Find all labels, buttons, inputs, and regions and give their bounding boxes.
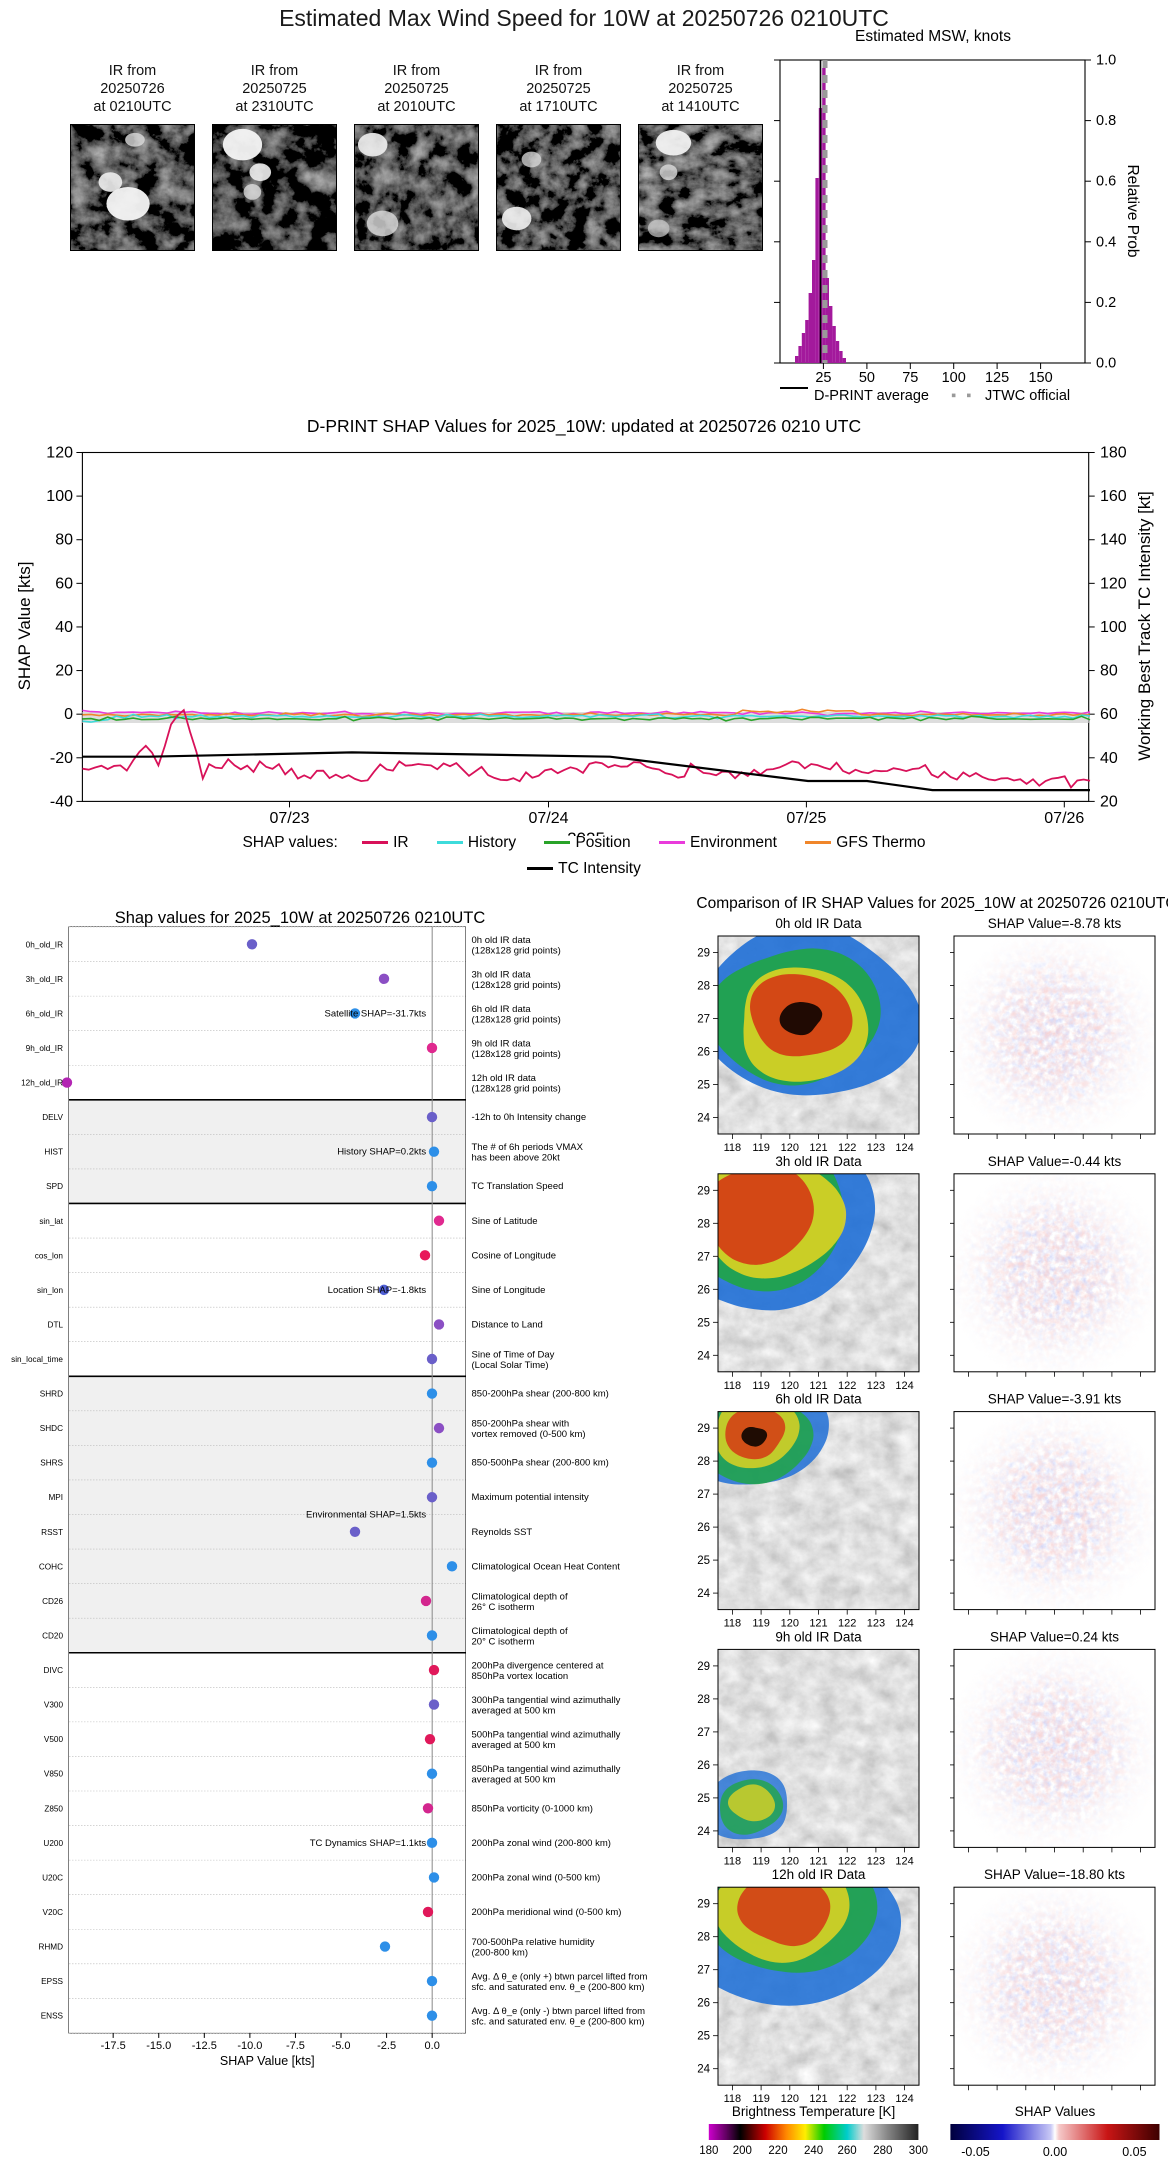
svg-text:180: 180	[699, 2145, 718, 2157]
svg-text:0.8: 0.8	[1096, 113, 1116, 129]
svg-text:24: 24	[697, 2064, 710, 2076]
svg-text:27: 27	[697, 1489, 710, 1501]
svg-text:118: 118	[724, 1855, 742, 1867]
svg-text:SHAP Value=-3.91 kts: SHAP Value=-3.91 kts	[988, 1392, 1122, 1407]
svg-text:28: 28	[697, 1456, 710, 1468]
svg-text:121: 121	[809, 1142, 827, 1154]
svg-text:280: 280	[873, 2145, 892, 2157]
svg-text:121: 121	[809, 1380, 827, 1392]
svg-text:SHAP Value=-0.44 kts: SHAP Value=-0.44 kts	[988, 1154, 1122, 1169]
svg-text:118: 118	[724, 1142, 742, 1154]
svg-text:27: 27	[697, 1965, 710, 1977]
svg-text:Relative Prob: Relative Prob	[1124, 164, 1141, 257]
svg-text:24: 24	[697, 1826, 710, 1838]
svg-text:26: 26	[697, 1284, 710, 1296]
svg-text:3h old IR Data: 3h old IR Data	[775, 1154, 862, 1169]
svg-text:120: 120	[781, 1618, 799, 1630]
svg-text:25: 25	[697, 1080, 710, 1092]
svg-text:26: 26	[697, 1522, 710, 1534]
svg-text:124: 124	[895, 1142, 913, 1154]
svg-text:122: 122	[838, 1142, 856, 1154]
svg-text:119: 119	[752, 1855, 770, 1867]
svg-text:120: 120	[781, 1380, 799, 1392]
svg-text:26: 26	[697, 1998, 710, 2010]
svg-text:Comparison of IR SHAP Values f: Comparison of IR SHAP Values for 2025_10…	[696, 895, 1168, 912]
svg-text:-0.05: -0.05	[961, 2145, 990, 2158]
svg-text:25: 25	[815, 370, 831, 386]
svg-text:124: 124	[895, 1380, 913, 1392]
svg-text:29: 29	[697, 1185, 710, 1197]
svg-text:24: 24	[697, 1588, 710, 1600]
svg-text:0h old IR Data: 0h old IR Data	[775, 916, 862, 931]
svg-text:123: 123	[867, 1142, 885, 1154]
svg-text:118: 118	[724, 1618, 742, 1630]
svg-text:24: 24	[697, 1350, 710, 1362]
svg-text:220: 220	[768, 2145, 787, 2157]
svg-text:1.0: 1.0	[1096, 53, 1116, 69]
svg-text:25: 25	[697, 1793, 710, 1805]
svg-text:119: 119	[752, 1380, 770, 1392]
svg-text:124: 124	[895, 1618, 913, 1630]
svg-text:0.00: 0.00	[1043, 2145, 1067, 2158]
svg-text:24: 24	[697, 1113, 710, 1125]
svg-text:200: 200	[733, 2145, 752, 2157]
svg-text:26: 26	[697, 1760, 710, 1772]
svg-text:29: 29	[697, 1661, 710, 1673]
svg-text:25: 25	[697, 1555, 710, 1567]
svg-text:124: 124	[895, 1855, 913, 1867]
svg-text:121: 121	[809, 1855, 827, 1867]
svg-text:28: 28	[697, 1932, 710, 1944]
svg-text:9h old IR Data: 9h old IR Data	[775, 1629, 862, 1644]
svg-text:27: 27	[697, 1014, 710, 1026]
svg-text:0.4: 0.4	[1096, 234, 1116, 250]
svg-text:Brightness Temperature [K]: Brightness Temperature [K]	[732, 2104, 895, 2119]
svg-text:123: 123	[867, 1855, 885, 1867]
svg-text:25: 25	[697, 1317, 710, 1329]
svg-text:118: 118	[724, 1380, 742, 1392]
svg-text:122: 122	[838, 1618, 856, 1630]
svg-text:122: 122	[838, 1380, 856, 1392]
svg-text:120: 120	[781, 1142, 799, 1154]
svg-text:50: 50	[859, 370, 875, 386]
svg-text:121: 121	[809, 1618, 827, 1630]
svg-text:29: 29	[697, 948, 710, 960]
svg-text:240: 240	[804, 2145, 823, 2157]
svg-text:SHAP Value=-18.80 kts: SHAP Value=-18.80 kts	[984, 1867, 1125, 1882]
svg-text:300: 300	[909, 2145, 928, 2157]
svg-text:28: 28	[697, 1694, 710, 1706]
svg-text:SHAP Value=-8.78 kts: SHAP Value=-8.78 kts	[988, 916, 1122, 931]
svg-text:122: 122	[838, 1855, 856, 1867]
svg-text:27: 27	[697, 1727, 710, 1739]
svg-text:25: 25	[697, 2031, 710, 2043]
svg-text:28: 28	[697, 981, 710, 993]
svg-text:100: 100	[942, 370, 966, 386]
svg-text:0.6: 0.6	[1096, 174, 1116, 190]
svg-text:28: 28	[697, 1218, 710, 1230]
svg-text:119: 119	[752, 1618, 770, 1630]
svg-text:0.05: 0.05	[1122, 2145, 1146, 2158]
svg-text:SHAP Value=0.24 kts: SHAP Value=0.24 kts	[990, 1629, 1119, 1644]
svg-text:124: 124	[895, 2093, 913, 2105]
svg-text:0.0: 0.0	[1096, 356, 1116, 372]
svg-text:12h old IR Data: 12h old IR Data	[772, 1867, 866, 1882]
svg-text:125: 125	[985, 370, 1009, 386]
svg-text:260: 260	[838, 2145, 857, 2157]
svg-text:29: 29	[697, 1899, 710, 1911]
svg-text:120: 120	[781, 1855, 799, 1867]
svg-text:150: 150	[1028, 370, 1052, 386]
svg-text:SHAP Values: SHAP Values	[1015, 2104, 1096, 2119]
svg-text:27: 27	[697, 1251, 710, 1263]
svg-text:29: 29	[697, 1423, 710, 1435]
svg-text:6h old IR Data: 6h old IR Data	[775, 1392, 862, 1407]
svg-text:119: 119	[752, 1142, 770, 1154]
svg-text:123: 123	[867, 1380, 885, 1392]
svg-text:75: 75	[902, 370, 918, 386]
svg-text:26: 26	[697, 1047, 710, 1059]
svg-text:123: 123	[867, 1618, 885, 1630]
svg-text:0.2: 0.2	[1096, 295, 1116, 311]
